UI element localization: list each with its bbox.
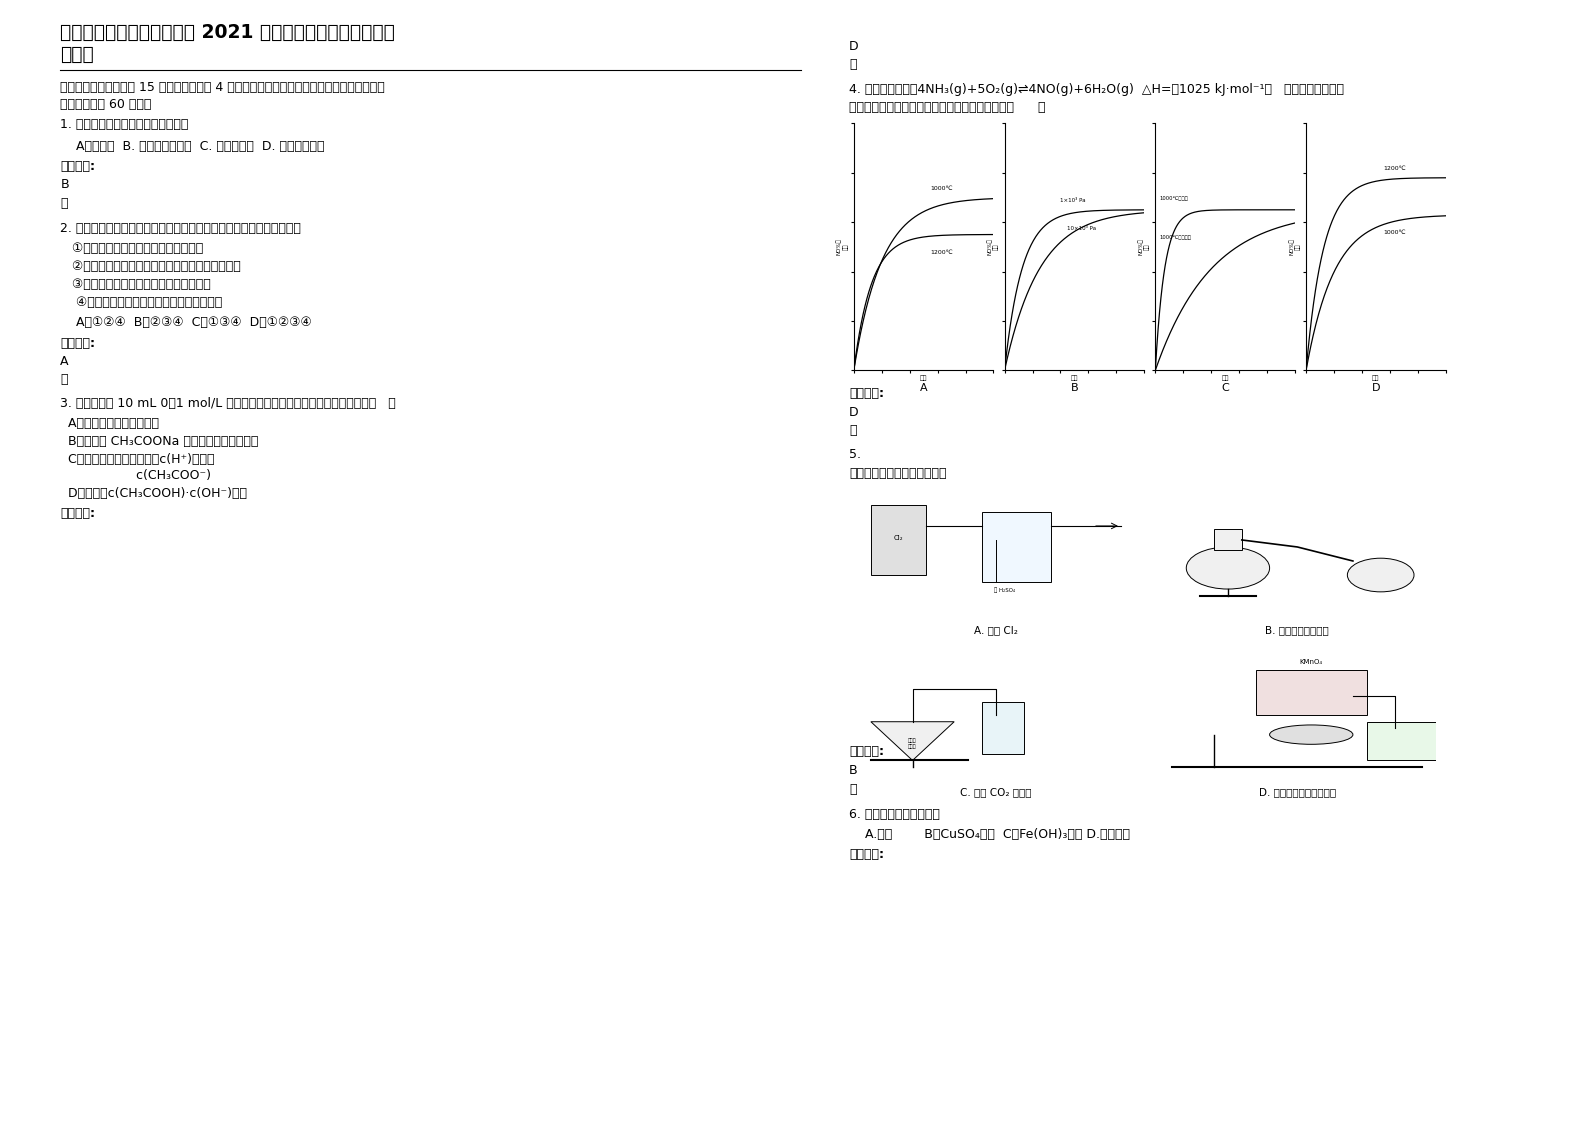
- Text: 一、单选题（本大题共 15 个小题，每小题 4 分。在每小题给出的四个选项中，只有一项符合: 一、单选题（本大题共 15 个小题，每小题 4 分。在每小题给出的四个选项中，只…: [60, 81, 386, 94]
- Text: 题目要求，共 60 分。）: 题目要求，共 60 分。）: [60, 98, 152, 111]
- Text: D. 实验室制备并收集氯气: D. 实验室制备并收集氯气: [1258, 788, 1336, 798]
- Text: 2. 玻璃器皿上沾有一些用水洗不掉的下列残留物，其洗涤方法正确的是: 2. 玻璃器皿上沾有一些用水洗不掉的下列残留物，其洗涤方法正确的是: [60, 222, 302, 236]
- Text: A．①②④  B．②③④  C．①③④  D．①②③④: A．①②④ B．②③④ C．①③④ D．①②③④: [60, 316, 313, 330]
- Text: D: D: [849, 40, 859, 54]
- Text: 的量相同，下列关于该反应的示意图不正确的是（      ）: 的量相同，下列关于该反应的示意图不正确的是（ ）: [849, 101, 1046, 114]
- Text: 参考答案:: 参考答案:: [60, 337, 95, 350]
- Text: B．再加入 CH₃COONa 固体能促进醋酸的电离: B．再加入 CH₃COONa 固体能促进醋酸的电离: [60, 435, 259, 449]
- Text: A．氙、氚  B. 乙酸、甲酸甲酯  C. 乙烷、丙烷  D. 金刚石、石墨: A．氙、氚 B. 乙酸、甲酸甲酯 C. 乙烷、丙烷 D. 金刚石、石墨: [60, 140, 325, 154]
- Text: 参考答案:: 参考答案:: [849, 745, 884, 758]
- Text: 下列实验能达到预期目的的是: 下列实验能达到预期目的的是: [849, 467, 946, 480]
- Text: B: B: [60, 178, 68, 192]
- Text: A: A: [60, 355, 68, 368]
- Text: B: B: [849, 764, 857, 778]
- Text: 略: 略: [849, 424, 857, 438]
- Text: c(CH₃COO⁻): c(CH₃COO⁻): [60, 469, 211, 482]
- Text: 5.: 5.: [849, 448, 862, 461]
- Text: 略: 略: [60, 197, 68, 211]
- Text: ③做银镜反应后残留的银，用稀氨水洗涤: ③做银镜反应后残留的银，用稀氨水洗涤: [60, 278, 211, 292]
- Text: C．醋酸的电离程度增大，c(H⁺)亦增大: C．醋酸的电离程度增大，c(H⁺)亦增大: [60, 453, 214, 467]
- Text: 福建省三明市田源初级中学 2021 年高二化学上学期期末试题: 福建省三明市田源初级中学 2021 年高二化学上学期期末试题: [60, 22, 395, 42]
- Text: 略: 略: [849, 783, 857, 797]
- Text: D: D: [1371, 383, 1381, 393]
- Text: 6. 能产生丁达尔效应的是: 6. 能产生丁达尔效应的是: [849, 808, 940, 821]
- Text: 参考答案:: 参考答案:: [60, 507, 95, 521]
- Text: 略: 略: [849, 58, 857, 72]
- Text: 4. 已知可逆反应：4NH₃(g)+5O₂(g)⇌4NO(g)+6H₂O(g)  △H=－1025 kJ·mol⁻¹。   若反应物起始物质: 4. 已知可逆反应：4NH₃(g)+5O₂(g)⇌4NO(g)+6H₂O(g) …: [849, 83, 1344, 96]
- Text: ②盛放过苯酚的试剂瓶中残留的苯酚，用酒精洗涤: ②盛放过苯酚的试剂瓶中残留的苯酚，用酒精洗涤: [60, 260, 241, 274]
- Text: B. 实验室制取盐酸水: B. 实验室制取盐酸水: [1265, 625, 1330, 635]
- Text: D: D: [849, 406, 859, 420]
- Text: A.酒精        B．CuSO₄溶液  C．Fe(OH)₃胶体 D.生理盐水: A.酒精 B．CuSO₄溶液 C．Fe(OH)₃胶体 D.生理盐水: [849, 828, 1130, 842]
- Text: C. 测定 CO₂ 的体积: C. 测定 CO₂ 的体积: [960, 788, 1032, 798]
- Text: A: A: [920, 383, 927, 393]
- Text: ①残留在试管内壁上的碘，用酒精洗涤: ①残留在试管内壁上的碘，用酒精洗涤: [60, 242, 203, 256]
- Text: 1. 下列各组物质互为同分异构体的是: 1. 下列各组物质互为同分异构体的是: [60, 118, 189, 131]
- Text: 略: 略: [60, 373, 68, 386]
- Text: A．溶液中粒子的数目减小: A．溶液中粒子的数目减小: [60, 417, 159, 431]
- Text: ④沾附在试管内壁上的油脂，用热碱液洗涤: ④沾附在试管内壁上的油脂，用热碱液洗涤: [60, 296, 222, 310]
- Text: 含解析: 含解析: [60, 45, 94, 64]
- Text: 参考答案:: 参考答案:: [849, 848, 884, 862]
- Text: 参考答案:: 参考答案:: [849, 387, 884, 401]
- Text: 参考答案:: 参考答案:: [60, 160, 95, 174]
- Text: B: B: [1071, 383, 1078, 393]
- Text: 3. 室温下，向 10 mL 0．1 mol/L 醋酸溶液中加水稀释后，下列说法正确的是（   ）: 3. 室温下，向 10 mL 0．1 mol/L 醋酸溶液中加水稀释后，下列说法…: [60, 397, 397, 411]
- Text: D．溶液中c(CH₃COOH)·c(OH⁻)不变: D．溶液中c(CH₃COOH)·c(OH⁻)不变: [60, 487, 248, 500]
- Text: A. 干燥 Cl₂: A. 干燥 Cl₂: [974, 625, 1017, 635]
- Text: C: C: [1222, 383, 1228, 393]
